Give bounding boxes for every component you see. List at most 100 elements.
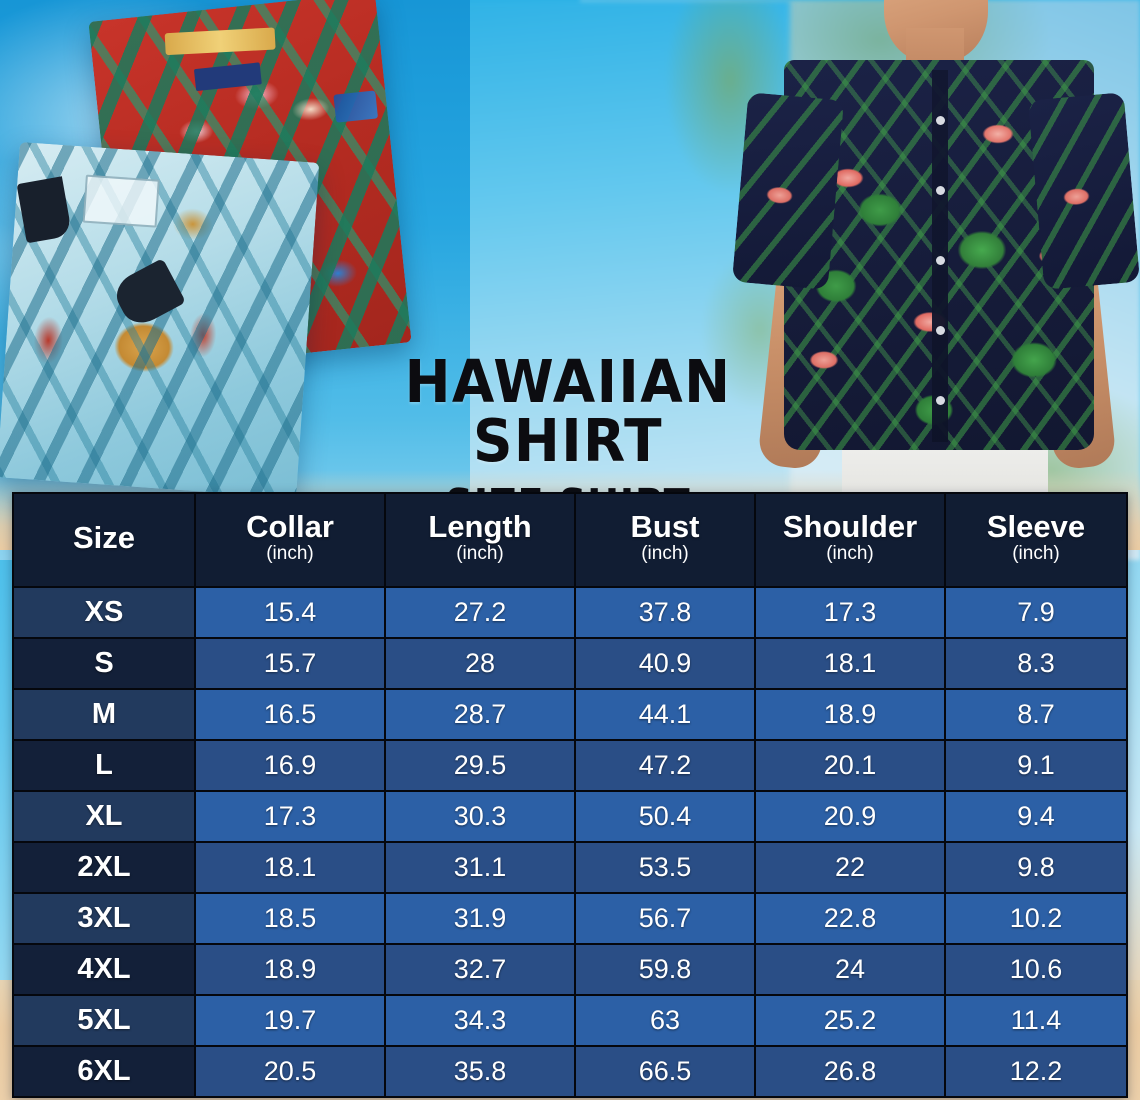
column-header-collar-label: Collar: [246, 508, 334, 544]
table-row: 2XL 18.1 31.1 53.5 22 9.8: [12, 841, 1128, 894]
cell-bust: 44.1: [574, 688, 756, 741]
column-header-sleeve-unit: (inch): [1012, 543, 1060, 565]
row-size-label: 3XL: [12, 892, 196, 945]
column-header-length: Length (inch): [384, 492, 576, 588]
cell-bust: 66.5: [574, 1045, 756, 1098]
cell-sleeve: 8.7: [944, 688, 1128, 741]
row-size-label: S: [12, 637, 196, 690]
cell-shoulder: 20.1: [754, 739, 946, 792]
cell-length: 30.3: [384, 790, 576, 843]
model-photo: [731, 0, 1140, 510]
cell-length: 28: [384, 637, 576, 690]
cell-shoulder: 20.9: [754, 790, 946, 843]
cell-shoulder: 18.9: [754, 688, 946, 741]
shirt-brand-label: [193, 62, 262, 92]
row-size-label: 6XL: [12, 1045, 196, 1098]
cell-shoulder: 26.8: [754, 1045, 946, 1098]
cell-sleeve: 9.1: [944, 739, 1128, 792]
cell-collar: 16.9: [194, 739, 386, 792]
cell-length: 31.9: [384, 892, 576, 945]
column-header-shoulder-label: Shoulder: [782, 508, 918, 544]
cell-length: 27.2: [384, 586, 576, 639]
row-size-label: 2XL: [12, 841, 196, 894]
cell-bust: 63: [574, 994, 756, 1047]
column-header-sleeve-label: Sleeve: [986, 508, 1086, 544]
page-title: HAWAIIAN SHIRT: [404, 347, 732, 475]
cell-collar: 16.5: [194, 688, 386, 741]
table-row: XL 17.3 30.3 50.4 20.9 9.4: [12, 790, 1128, 843]
table-row: L 16.9 29.5 47.2 20.1 9.1: [12, 739, 1128, 792]
column-header-length-label: Length: [428, 508, 532, 544]
table-row: 5XL 19.7 34.3 63 25.2 11.4: [12, 994, 1128, 1047]
cell-shoulder: 25.2: [754, 994, 946, 1047]
cell-length: 29.5: [384, 739, 576, 792]
shirt-lapel-dark: [109, 258, 186, 331]
size-chart-table-wrapper: Size Collar (inch) Length (inch) Bust (i…: [12, 492, 1128, 1098]
blurred-palm-backdrop: [430, 0, 790, 560]
shirt-chest-pocket: [82, 174, 160, 228]
cell-shoulder: 18.1: [754, 637, 946, 690]
light-blue-floral-shirt-image: [0, 141, 320, 499]
column-header-size: Size: [12, 492, 196, 588]
cell-sleeve: 8.3: [944, 637, 1128, 690]
table-body: XS 15.4 27.2 37.8 17.3 7.9 S 15.7 28 40.9 18.1 8.3 M…: [12, 586, 1128, 1098]
column-header-size-label: Size: [72, 520, 136, 556]
model-shirt-left-sleeve: [731, 92, 845, 290]
column-header-collar-unit: (inch): [266, 543, 314, 565]
cell-sleeve: 9.4: [944, 790, 1128, 843]
table-row: 6XL 20.5 35.8 66.5 26.8 12.2: [12, 1045, 1128, 1098]
row-size-label: XS: [12, 586, 196, 639]
cell-length: 28.7: [384, 688, 576, 741]
table-row: M 16.5 28.7 44.1 18.9 8.7: [12, 688, 1128, 741]
column-header-shoulder-unit: (inch): [826, 543, 874, 565]
shirt-collar-band: [164, 27, 276, 56]
cell-collar: 18.5: [194, 892, 386, 945]
size-chart-table: Size Collar (inch) Length (inch) Bust (i…: [12, 492, 1128, 1098]
table-row: XS 15.4 27.2 37.8 17.3 7.9: [12, 586, 1128, 639]
cell-bust: 56.7: [574, 892, 756, 945]
cell-bust: 40.9: [574, 637, 756, 690]
column-header-collar: Collar (inch): [194, 492, 386, 588]
cell-collar: 19.7: [194, 994, 386, 1047]
shirt-side-logo: [333, 90, 379, 123]
cell-shoulder: 17.3: [754, 586, 946, 639]
cell-collar: 15.7: [194, 637, 386, 690]
row-size-label: L: [12, 739, 196, 792]
table-row: 4XL 18.9 32.7 59.8 24 10.6: [12, 943, 1128, 996]
shirt-button: [936, 396, 945, 405]
shirt-button: [936, 186, 945, 195]
shirt-collar-dark: [16, 176, 73, 244]
row-size-label: XL: [12, 790, 196, 843]
cell-collar: 20.5: [194, 1045, 386, 1098]
cell-sleeve: 10.2: [944, 892, 1128, 945]
cell-bust: 37.8: [574, 586, 756, 639]
table-row: S 15.7 28 40.9 18.1 8.3: [12, 637, 1128, 690]
cell-bust: 50.4: [574, 790, 756, 843]
shirt-button: [936, 326, 945, 335]
row-size-label: 4XL: [12, 943, 196, 996]
cell-collar: 15.4: [194, 586, 386, 639]
cell-bust: 59.8: [574, 943, 756, 996]
table-header-row: Size Collar (inch) Length (inch) Bust (i…: [12, 492, 1128, 588]
cell-shoulder: 22.8: [754, 892, 946, 945]
shirt-button: [936, 256, 945, 265]
row-size-label: M: [12, 688, 196, 741]
cell-length: 32.7: [384, 943, 576, 996]
cell-collar: 17.3: [194, 790, 386, 843]
cell-shoulder: 22: [754, 841, 946, 894]
cell-shoulder: 24: [754, 943, 946, 996]
cell-length: 34.3: [384, 994, 576, 1047]
cell-sleeve: 7.9: [944, 586, 1128, 639]
column-header-bust-label: Bust: [630, 508, 700, 544]
cell-sleeve: 12.2: [944, 1045, 1128, 1098]
cell-sleeve: 9.8: [944, 841, 1128, 894]
table-row: 3XL 18.5 31.9 56.7 22.8 10.2: [12, 892, 1128, 945]
column-header-bust-unit: (inch): [641, 543, 689, 565]
cell-bust: 53.5: [574, 841, 756, 894]
table-header: Size Collar (inch) Length (inch) Bust (i…: [12, 492, 1128, 588]
cell-collar: 18.1: [194, 841, 386, 894]
cell-sleeve: 10.6: [944, 943, 1128, 996]
cell-bust: 47.2: [574, 739, 756, 792]
column-header-shoulder: Shoulder (inch): [754, 492, 946, 588]
